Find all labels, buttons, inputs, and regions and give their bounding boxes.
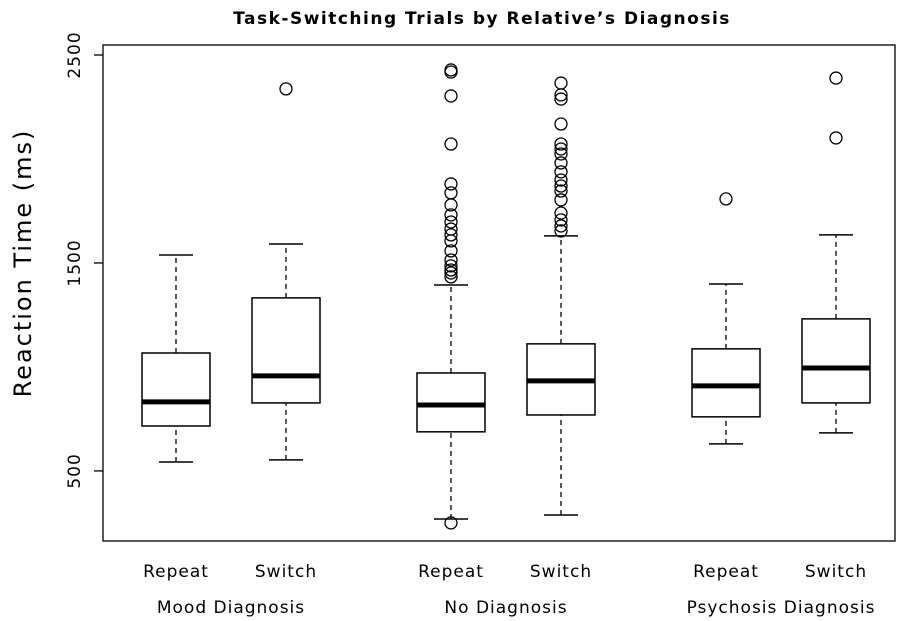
box (801, 318, 871, 404)
outlier (554, 219, 568, 233)
outlier (554, 156, 568, 170)
outlier (554, 224, 568, 238)
group-label: No Diagnosis (444, 598, 567, 618)
outlier (554, 179, 568, 193)
x-tick-label: Switch (805, 562, 867, 582)
outlier (554, 184, 568, 198)
outlier (554, 88, 568, 102)
box (416, 372, 486, 433)
outlier (554, 117, 568, 131)
box (251, 297, 321, 404)
outlier (554, 213, 568, 227)
outlier (554, 147, 568, 161)
outlier (829, 71, 843, 85)
x-tick-label: Switch (255, 562, 317, 582)
y-tick-label: 1500 (65, 239, 85, 286)
outlier (444, 65, 458, 79)
y-tick-label: 500 (65, 453, 85, 488)
outlier (444, 208, 458, 222)
outlier (554, 165, 568, 179)
outlier (444, 263, 458, 277)
outlier (554, 193, 568, 207)
outlier (444, 270, 458, 284)
x-tick-label: Switch (530, 562, 592, 582)
group-label: Psychosis Diagnosis (687, 598, 876, 618)
box (691, 348, 761, 418)
outlier (554, 142, 568, 156)
outlier (444, 186, 458, 200)
outlier (444, 253, 458, 267)
outlier (444, 259, 458, 273)
outlier (444, 266, 458, 280)
outlier (719, 192, 733, 206)
box (141, 352, 211, 427)
outlier (554, 173, 568, 187)
outlier (444, 234, 458, 248)
outlier (444, 215, 458, 229)
outlier (554, 76, 568, 90)
x-tick-label: Repeat (143, 562, 209, 582)
x-tick-label: Repeat (418, 562, 484, 582)
outlier (554, 206, 568, 220)
outlier (279, 82, 293, 96)
outlier (444, 198, 458, 212)
outlier (444, 516, 458, 530)
group-label: Mood Diagnosis (157, 598, 305, 618)
outlier (444, 244, 458, 258)
outlier (829, 131, 843, 145)
y-tick-label: 2500 (65, 31, 85, 78)
plot-frame (102, 44, 896, 542)
outlier (444, 137, 458, 151)
outlier (444, 177, 458, 191)
outlier (444, 228, 458, 242)
y-axis-label: Reaction Time (ms) (9, 129, 37, 398)
x-tick-label: Repeat (693, 562, 759, 582)
outlier (554, 137, 568, 151)
outlier (444, 89, 458, 103)
chart-title: Task-Switching Trials by Relative’s Diag… (233, 9, 731, 29)
outlier (554, 92, 568, 106)
